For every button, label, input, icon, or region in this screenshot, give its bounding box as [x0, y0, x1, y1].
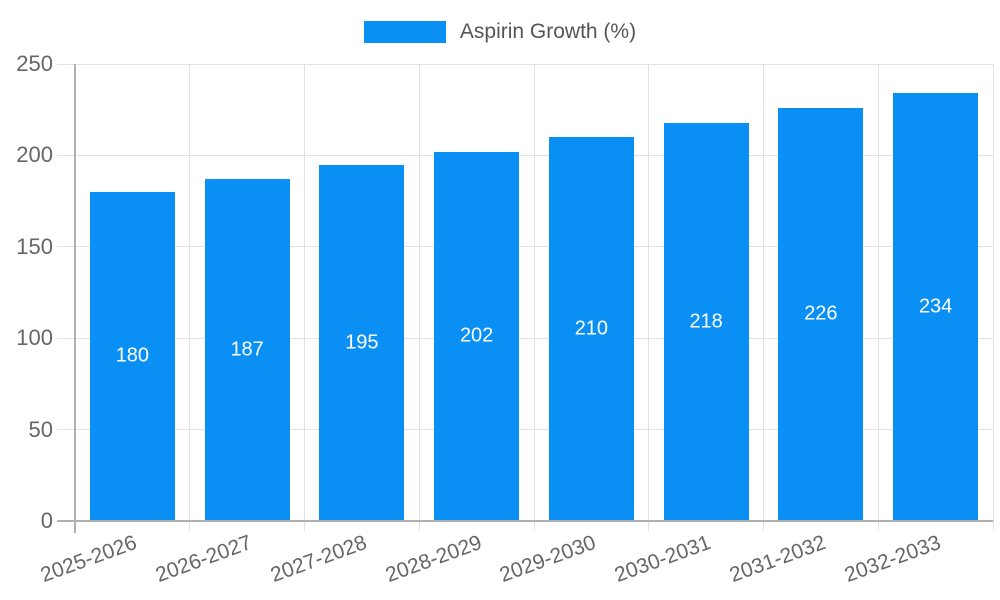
x-gridline — [992, 64, 994, 531]
x-tick-label: 2026-2027 — [152, 531, 255, 587]
y-gridline — [57, 246, 993, 248]
bar: 218 — [663, 122, 749, 521]
legend-swatch — [363, 21, 446, 43]
x-tick-label: 2032-2033 — [841, 531, 944, 587]
bar-value-label: 187 — [230, 338, 264, 361]
bar-value-label: 180 — [115, 344, 150, 367]
x-tick-label: 2027-2028 — [267, 531, 370, 587]
bar: 234 — [893, 93, 979, 521]
legend: Aspirin Growth (%) — [0, 20, 1000, 44]
y-tick-label: 0 — [40, 508, 53, 533]
bar: 202 — [434, 151, 520, 521]
bar: 195 — [319, 164, 405, 521]
y-gridline — [57, 154, 993, 156]
bar-value-label: 210 — [574, 317, 609, 340]
bar: 226 — [778, 107, 864, 521]
y-gridline — [57, 337, 993, 339]
x-axis-line — [57, 520, 993, 522]
x-gridline — [189, 64, 191, 531]
y-tick-label: 50 — [28, 416, 53, 442]
legend-label: Aspirin Growth (%) — [459, 20, 637, 43]
x-gridline — [648, 64, 650, 531]
x-gridline — [304, 64, 305, 531]
y-tick-label: 100 — [16, 325, 53, 351]
x-gridline — [533, 64, 535, 531]
y-tick-label: 200 — [16, 142, 53, 168]
x-tick-label: 2028-2029 — [382, 531, 485, 587]
plot-area: 0 50 100 150 200 250 180 187 195 202 210 218 226 234 2… — [16, 51, 994, 587]
x-tick-label: 2029-2030 — [496, 531, 600, 587]
x-tick-label: 2031-2032 — [726, 531, 829, 587]
y-gridline — [57, 63, 993, 65]
y-tick-label: 250 — [16, 51, 53, 76]
bar: 210 — [548, 137, 634, 521]
y-axis-line — [74, 64, 76, 533]
bar-value-label: 226 — [804, 302, 838, 325]
bar-value-label: 202 — [459, 324, 494, 347]
x-tick-label: 2025-2026 — [37, 531, 141, 587]
bar-value-label: 218 — [689, 310, 723, 333]
legend-item[interactable]: Aspirin Growth (%) — [363, 20, 637, 44]
bar: 180 — [89, 191, 175, 521]
x-gridline — [877, 64, 879, 531]
x-tick-label: 2030-2031 — [611, 531, 714, 587]
bar: 187 — [204, 179, 290, 521]
x-gridline — [418, 64, 420, 531]
bar-value-label: 195 — [345, 331, 379, 354]
y-gridline — [57, 429, 993, 431]
bar-value-label: 234 — [918, 295, 953, 318]
x-gridline — [763, 64, 764, 531]
y-tick-label: 150 — [16, 233, 53, 259]
